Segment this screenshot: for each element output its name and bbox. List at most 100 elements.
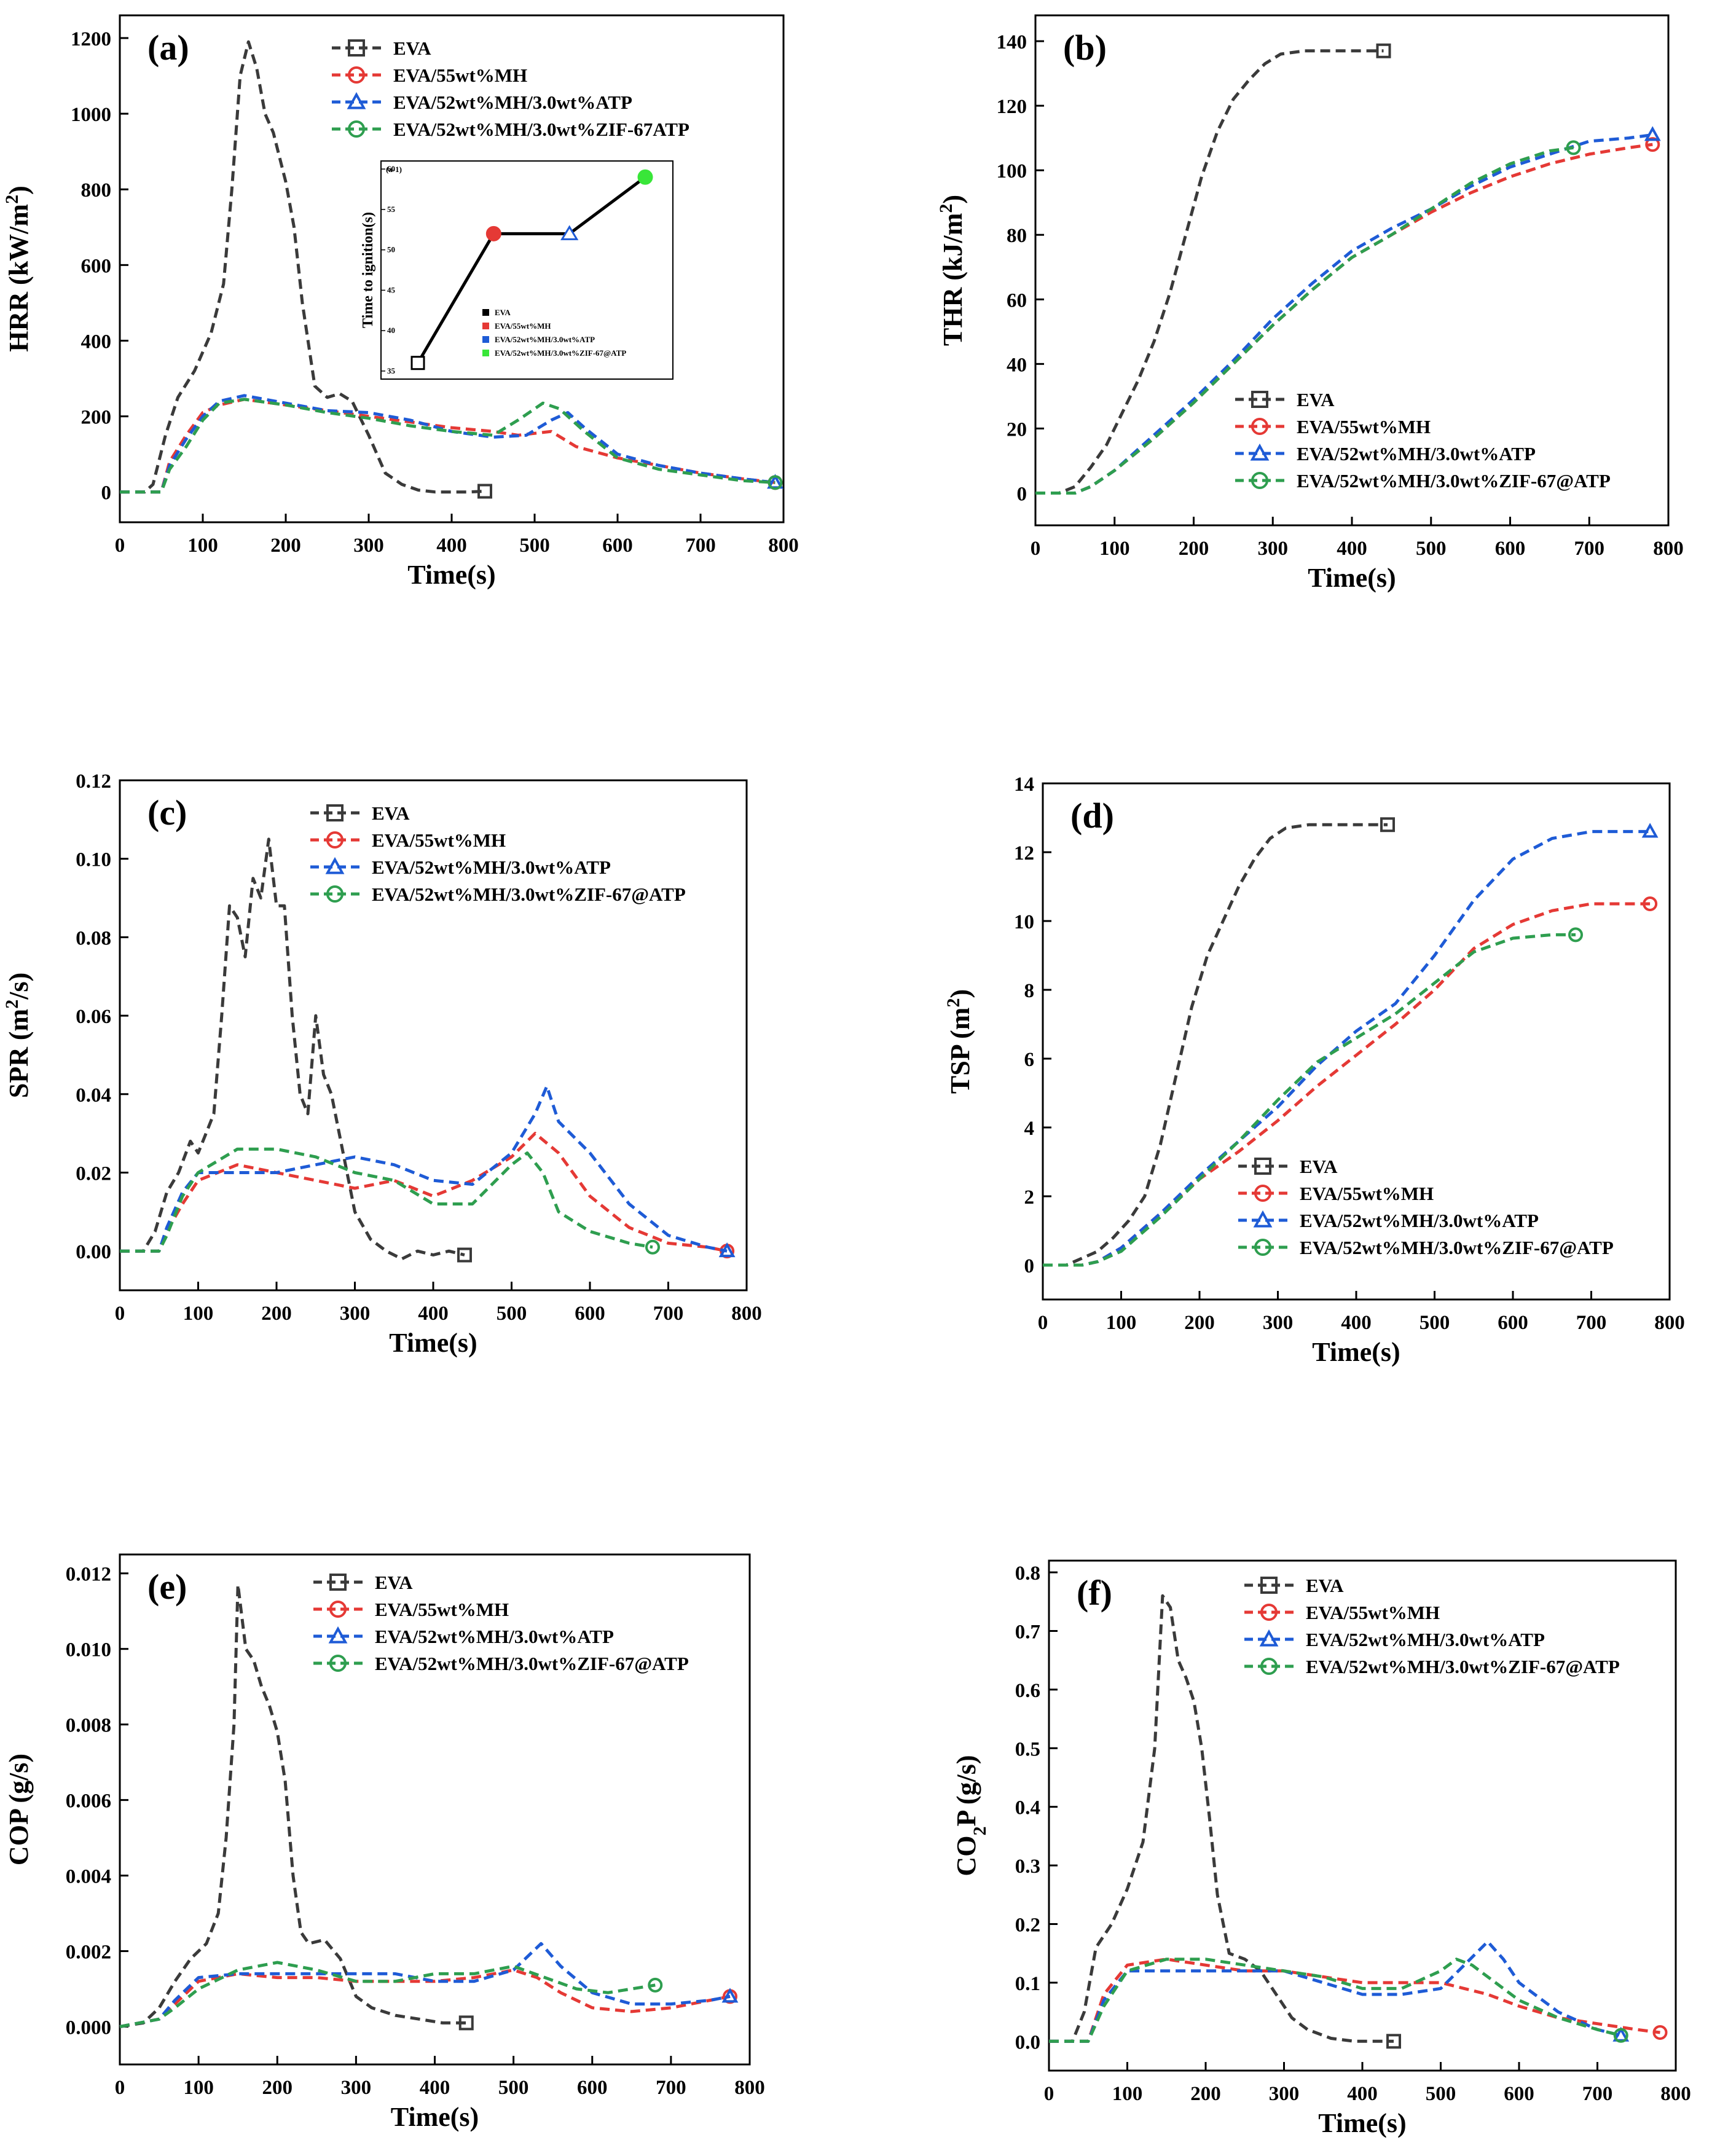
chart-panel-4: 0 100 200 300 400 500 600 700 800 0.000 0.002 0.004…: [4, 1553, 765, 2132]
y-tick-label: 0.2: [1015, 1914, 1040, 1936]
series-line-1: [1049, 1958, 1660, 2043]
inset-y-axis-label: Time to ignition(s): [360, 212, 376, 328]
x-tick-label: 100: [183, 2077, 214, 2099]
y-tick-label: 14: [1014, 774, 1034, 796]
legend-entry-2: EVA/52wt%MH/3.0wt%ATP: [1306, 1629, 1545, 1650]
inset-y-tick-label: 60: [387, 164, 395, 173]
x-tick-label: 300: [353, 535, 384, 557]
x-tick-label: 0: [115, 2077, 125, 2099]
x-tick-label: 600: [1504, 2083, 1534, 2105]
series-end-marker-3: [648, 1977, 663, 1993]
x-axis-label: Time(s): [407, 560, 495, 590]
series-line-0: [1035, 49, 1384, 495]
y-axis-label: SPR (m2/s): [2, 973, 34, 1098]
x-tick-label: 100: [1112, 2083, 1143, 2105]
x-tick-label: 200: [270, 535, 301, 557]
chart-panel-0: 0 100 200 300 400 500 600 700 800 0 200 400 600 800 10…: [2, 14, 799, 590]
series-end-marker-0: [458, 2015, 474, 2031]
y-tick-label: 0.4: [1015, 1797, 1040, 1819]
x-tick-label: 600: [1498, 1312, 1528, 1334]
legend-marker-1: [1260, 1604, 1278, 1621]
y-tick-label: 0.8: [1015, 1562, 1040, 1585]
inset-legend-marker: [482, 309, 489, 316]
y-tick-label: 0.010: [66, 1639, 111, 1661]
legend-marker-1: [1254, 1185, 1271, 1202]
x-tick-label: 500: [1420, 1312, 1450, 1334]
series-line-2: [120, 1084, 728, 1253]
x-tick-label: 100: [187, 535, 218, 557]
inset-point: [637, 169, 653, 185]
series-line-3: [1043, 933, 1576, 1267]
legend-entry-1: EVA/55wt%MH: [1306, 1602, 1440, 1623]
x-tick-label: 300: [1263, 1312, 1294, 1334]
legend-marker-1: [326, 831, 344, 849]
series-line-1: [1035, 143, 1653, 495]
y-tick-label: 0.5: [1015, 1738, 1040, 1760]
legend-entry-1: EVA/55wt%MH: [1297, 416, 1431, 437]
series-end-marker-2: [1641, 823, 1659, 838]
y-axis-label: THR (kJ/m2): [936, 195, 968, 346]
x-tick-label: 0: [1038, 1312, 1048, 1334]
panel-letter: (f): [1077, 1573, 1112, 1613]
legend-marker-1: [348, 66, 365, 84]
y-tick-label: 0.04: [76, 1084, 111, 1107]
legend-entry-0: EVA: [375, 1572, 413, 1593]
y-tick-label: 0.0: [1015, 2031, 1040, 2053]
y-tick-label: 60: [1007, 289, 1027, 312]
legend-entry-0: EVA: [1297, 389, 1335, 410]
x-tick-label: 500: [1426, 2083, 1456, 2105]
inset-legend-marker: [482, 323, 489, 329]
x-tick-label: 500: [497, 1303, 527, 1325]
legend-entry-3: EVA/52wt%MH/3.0wt%ZIF-67@ATP: [372, 884, 686, 905]
legend-entry-3: EVA/52wt%MH/3.0wt%ZIF-67@ATP: [1306, 1656, 1620, 1677]
y-tick-label: 0.1: [1015, 1973, 1040, 1995]
legend-marker-0: [329, 1574, 347, 1591]
legend-marker-2: [325, 857, 345, 874]
y-tick-label: 0.08: [76, 927, 111, 949]
inset-chart: 35 40 45 50 55 60(a-1) Time to ignition(s) EVA E…: [360, 160, 673, 380]
legend-marker-2: [347, 92, 366, 109]
y-tick-label: 0.3: [1015, 1856, 1040, 1878]
x-tick-label: 0: [1044, 2083, 1054, 2105]
x-tick-label: 700: [653, 1303, 684, 1325]
x-tick-label: 700: [1576, 1312, 1607, 1334]
x-tick-label: 800: [731, 1303, 762, 1325]
y-tick-label: 4: [1024, 1118, 1035, 1140]
legend-marker-0: [326, 804, 344, 821]
series-end-marker-1: [1652, 2025, 1668, 2040]
series-line-3: [119, 1961, 656, 2028]
y-tick-label: 0.00: [76, 1241, 111, 1263]
legend-marker-0: [1251, 391, 1268, 408]
x-tick-label: 800: [1654, 1312, 1685, 1334]
legend-marker-2: [1253, 1210, 1273, 1228]
x-tick-label: 700: [1582, 2083, 1613, 2105]
inset-y-tick-label: 50: [387, 245, 395, 254]
series-end-marker-2: [718, 1242, 736, 1258]
x-tick-label: 400: [418, 1303, 449, 1325]
series-end-marker-0: [477, 484, 492, 499]
x-tick-label: 400: [436, 535, 467, 557]
x-tick-label: 100: [1099, 538, 1130, 560]
x-tick-label: 400: [1347, 2083, 1378, 2105]
y-tick-label: 20: [1007, 418, 1027, 441]
y-tick-label: 0: [1017, 483, 1027, 505]
y-tick-label: 0.06: [76, 1006, 111, 1028]
x-tick-label: 400: [1337, 538, 1367, 560]
x-tick-label: 800: [1660, 2083, 1691, 2105]
y-tick-label: 0.6: [1015, 1680, 1040, 1702]
legend-entry-1: EVA/55wt%MH: [372, 829, 506, 851]
series-end-marker-3: [1568, 927, 1583, 943]
inset-legend-entry: EVA/55wt%MH: [495, 321, 551, 331]
series-line-1: [120, 1132, 728, 1253]
inset-point: [410, 356, 425, 370]
series-line-2: [120, 394, 776, 494]
x-tick-label: 400: [1341, 1312, 1372, 1334]
x-tick-label: 800: [1653, 538, 1684, 560]
y-tick-label: 120: [997, 96, 1027, 118]
legend-entry-2: EVA/52wt%MH/3.0wt%ATP: [1300, 1210, 1539, 1231]
y-tick-label: 0.006: [66, 1790, 111, 1813]
series-end-marker-0: [1376, 43, 1391, 58]
inset-line: [416, 176, 646, 364]
panel-letter: (d): [1070, 796, 1114, 836]
chart-panel-3: 0 100 200 300 400 500 600 700 800 0 2 4 6 8 10 12 14 Time…: [943, 774, 1685, 1367]
